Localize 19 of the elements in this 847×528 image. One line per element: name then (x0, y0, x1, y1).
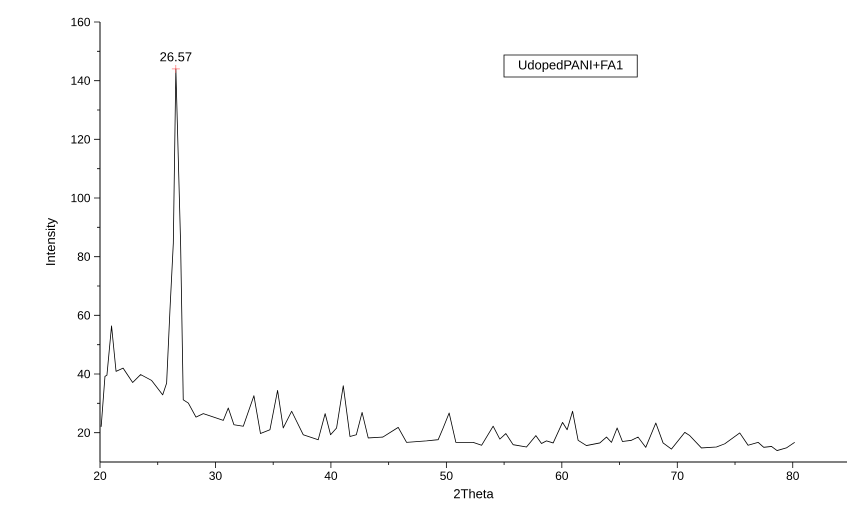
y-tick-label: 140 (71, 76, 90, 85)
x-tick-label: 50 (440, 472, 453, 480)
x-tick-label: 30 (209, 472, 222, 480)
y-tick-label: 160 (71, 18, 90, 26)
y-tick-label: 100 (71, 194, 90, 202)
x-tick-label: 20 (94, 472, 106, 480)
x-axis-title: 2Theta (454, 488, 494, 498)
y-tick-label: 80 (78, 252, 90, 261)
x-tick-label: 60 (556, 472, 568, 480)
x-tick-label: 80 (786, 472, 799, 480)
y-tick-label: 20 (78, 428, 90, 437)
annotation: UdopedPANI+FA1 (519, 60, 623, 72)
y-tick-label: 60 (78, 311, 90, 320)
y-tick-label: 40 (77, 370, 90, 378)
x-tick-label: 40 (324, 472, 338, 480)
annotation: 26.57 (160, 52, 192, 62)
y-axis-title: Intensity (46, 218, 58, 265)
x-tick-label: 70 (671, 472, 684, 480)
y-tick-label: 120 (71, 135, 90, 144)
